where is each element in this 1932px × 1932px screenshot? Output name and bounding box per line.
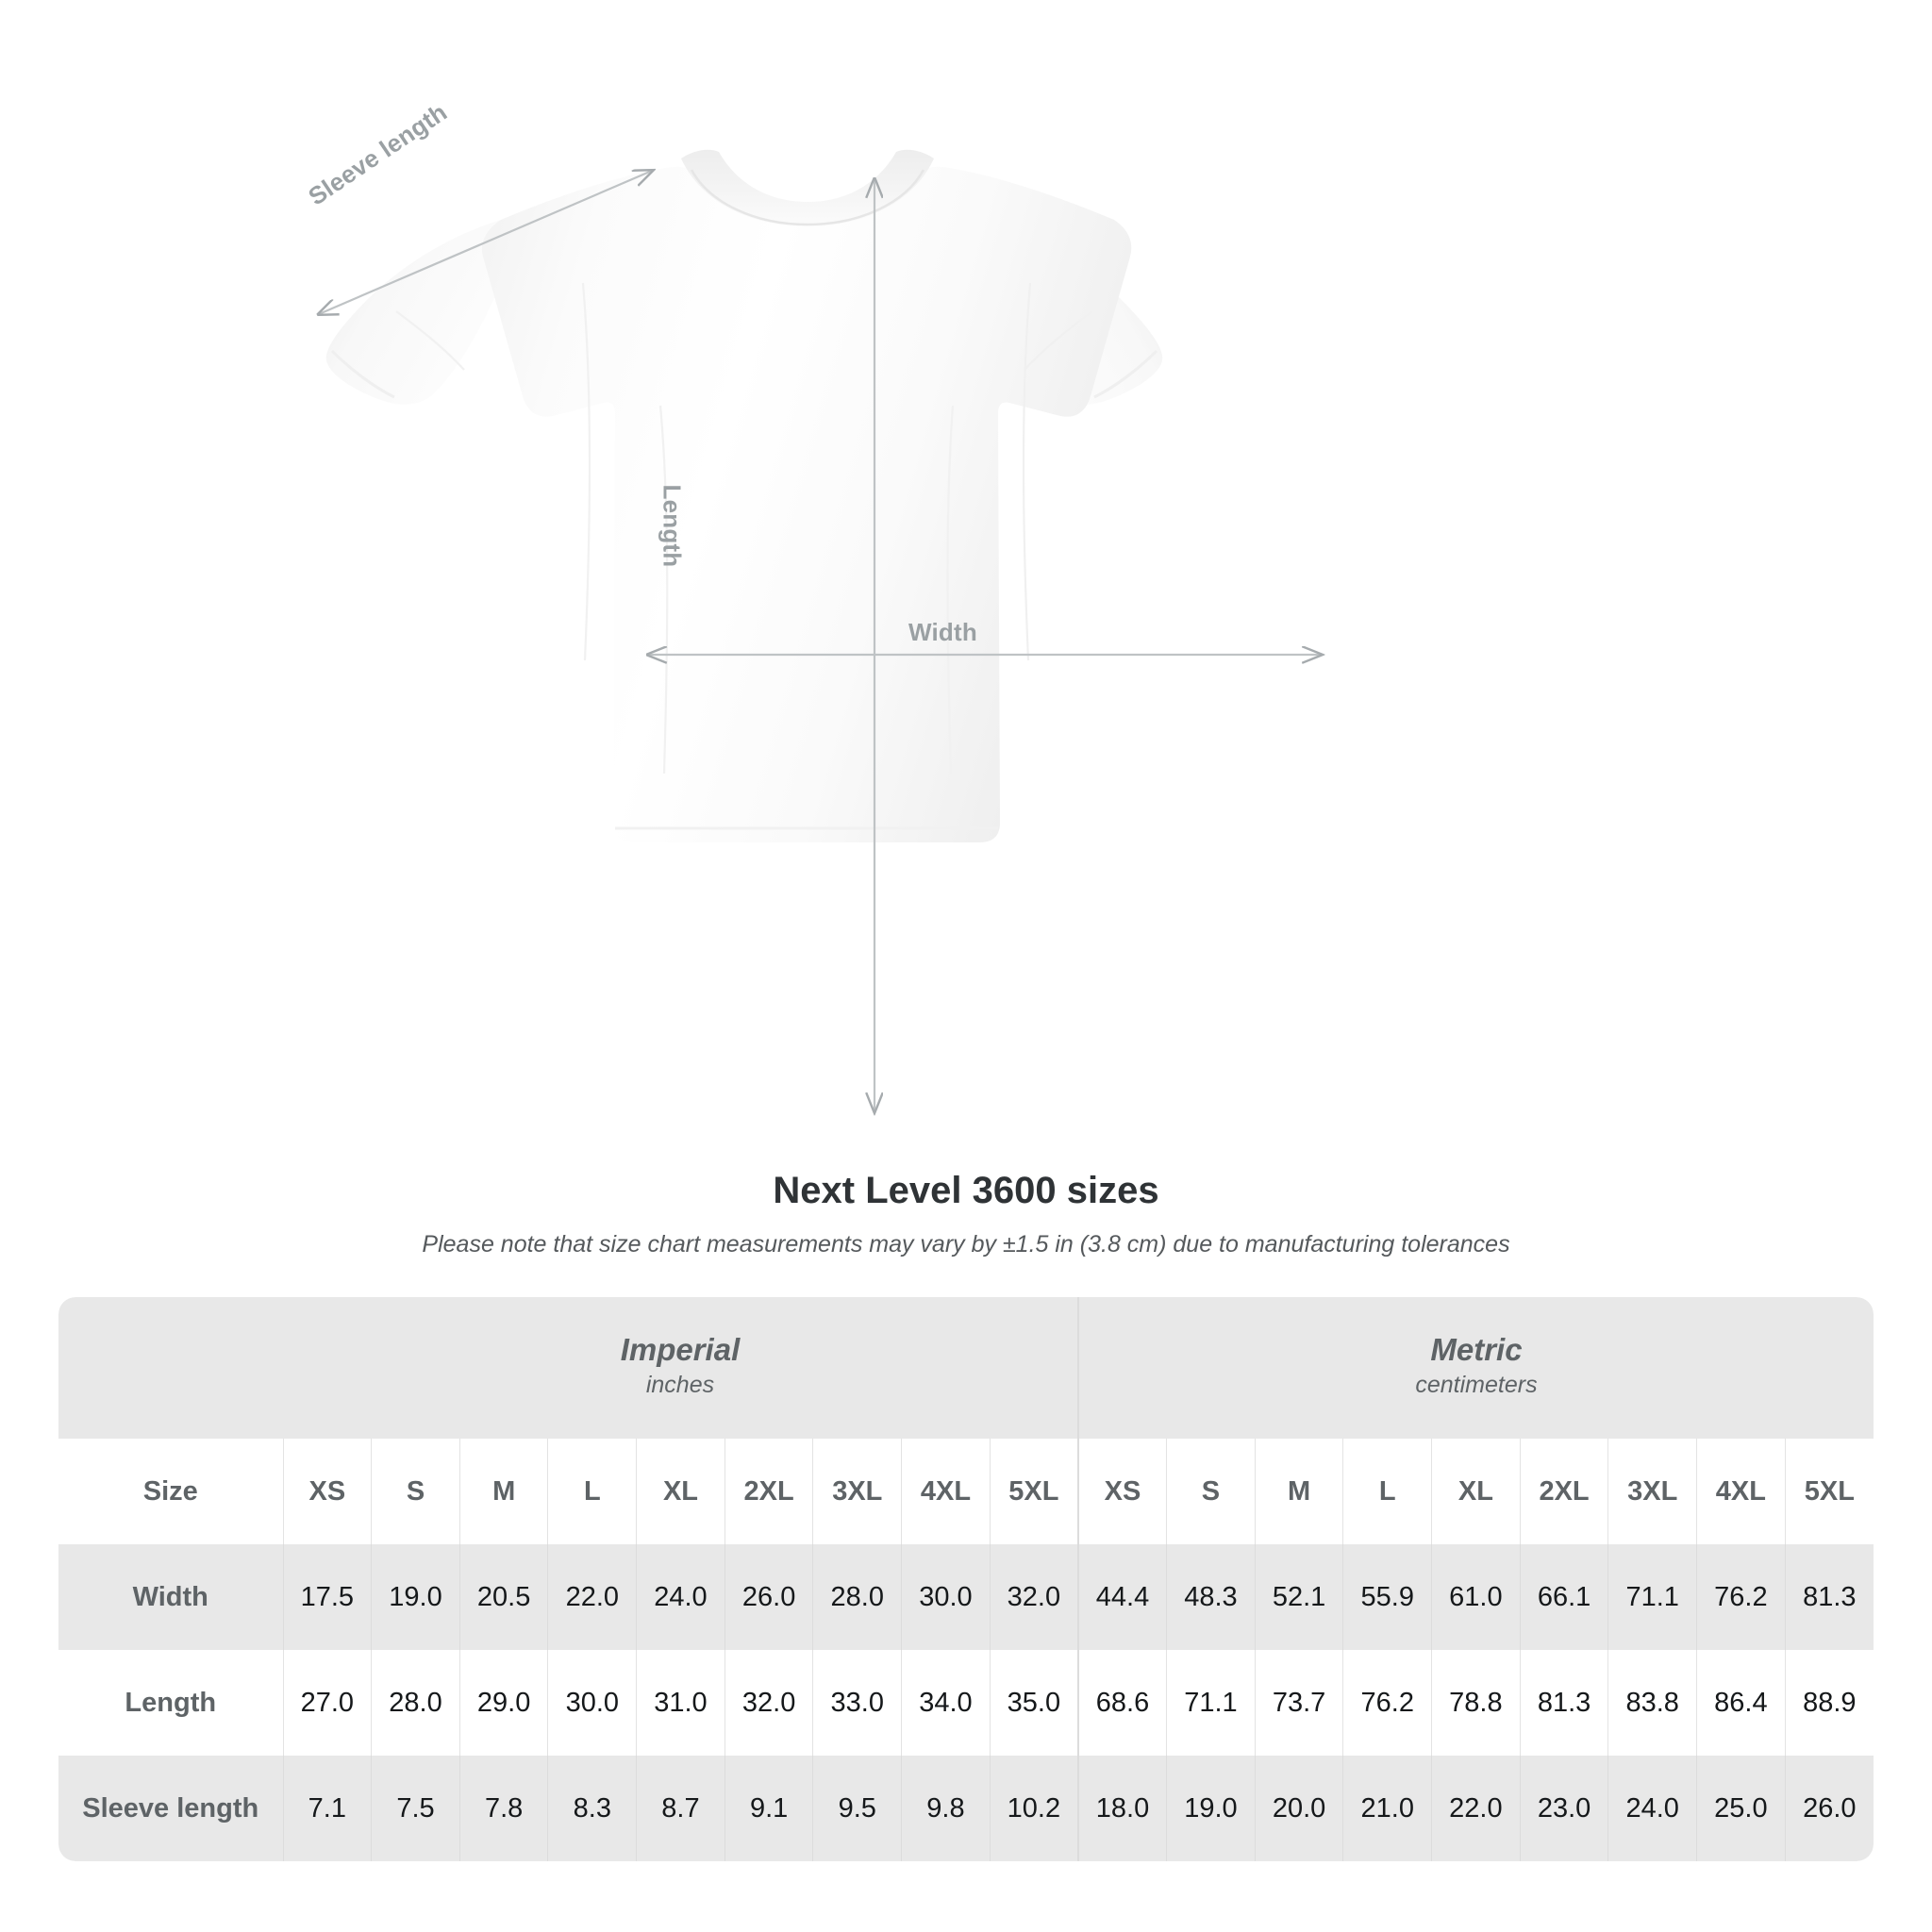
cell-width-metric-2xl: 66.1 bbox=[1520, 1544, 1609, 1650]
cell-length-metric-m: 73.7 bbox=[1255, 1650, 1344, 1756]
size-header-metric-xs: XS bbox=[1076, 1439, 1168, 1544]
cell-sleeve-length-metric-3xl: 24.0 bbox=[1607, 1756, 1698, 1861]
cell-sleeve-length-imperial-4xl: 9.8 bbox=[901, 1756, 991, 1861]
size-header-imperial-l: L bbox=[547, 1439, 638, 1544]
cell-width-metric-s: 48.3 bbox=[1166, 1544, 1256, 1650]
length-label: Length bbox=[658, 484, 687, 568]
cell-width-imperial-xs: 17.5 bbox=[283, 1544, 373, 1650]
cell-width-metric-4xl: 76.2 bbox=[1696, 1544, 1786, 1650]
cell-sleeve-length-imperial-2xl: 9.1 bbox=[724, 1756, 814, 1861]
cell-width-metric-3xl: 71.1 bbox=[1607, 1544, 1698, 1650]
cell-width-metric-m: 52.1 bbox=[1255, 1544, 1344, 1650]
cell-length-imperial-5xl: 35.0 bbox=[990, 1650, 1079, 1756]
cell-sleeve-length-imperial-5xl: 10.2 bbox=[990, 1756, 1079, 1861]
cell-length-metric-s: 71.1 bbox=[1166, 1650, 1256, 1756]
cell-width-imperial-m: 20.5 bbox=[459, 1544, 549, 1650]
cell-length-metric-2xl: 81.3 bbox=[1520, 1650, 1609, 1756]
cell-sleeve-length-metric-2xl: 23.0 bbox=[1520, 1756, 1609, 1861]
unit-band-corner bbox=[58, 1297, 284, 1439]
cell-sleeve-length-imperial-xl: 8.7 bbox=[636, 1756, 725, 1861]
size-header-imperial-2xl: 2XL bbox=[724, 1439, 814, 1544]
cell-length-imperial-xs: 27.0 bbox=[283, 1650, 373, 1756]
cell-sleeve-length-imperial-xs: 7.1 bbox=[283, 1756, 373, 1861]
width-label: Width bbox=[908, 618, 977, 646]
cell-length-imperial-s: 28.0 bbox=[371, 1650, 460, 1756]
cell-sleeve-length-metric-5xl: 26.0 bbox=[1785, 1756, 1874, 1861]
cell-sleeve-length-metric-m: 20.0 bbox=[1255, 1756, 1344, 1861]
size-header-row: Size XS S M L XL 2XL 3XL 4XL 5XL XS S M L XL 2XL 3XL 4XL 5… bbox=[58, 1439, 1874, 1544]
cell-width-imperial-xl: 24.0 bbox=[636, 1544, 725, 1650]
size-header-metric-5xl: 5XL bbox=[1785, 1439, 1874, 1544]
size-header-imperial-5xl: 5XL bbox=[990, 1439, 1079, 1544]
table-row: Width 17.5 19.0 20.5 22.0 24.0 26.0 28.0 30.0 32.… bbox=[58, 1544, 1874, 1650]
cell-length-imperial-xl: 31.0 bbox=[636, 1650, 725, 1756]
size-header-metric-l: L bbox=[1342, 1439, 1433, 1544]
cell-width-metric-5xl: 81.3 bbox=[1785, 1544, 1874, 1650]
cell-sleeve-length-imperial-3xl: 9.5 bbox=[812, 1756, 903, 1861]
size-header-metric-3xl: 3XL bbox=[1607, 1439, 1698, 1544]
cell-length-imperial-m: 29.0 bbox=[459, 1650, 549, 1756]
sleeve-length-arrow bbox=[319, 171, 652, 314]
cell-width-metric-l: 55.9 bbox=[1342, 1544, 1433, 1650]
table-row: Length 27.0 28.0 29.0 30.0 31.0 32.0 33.0 34.0 35… bbox=[58, 1650, 1874, 1756]
size-header-metric-xl: XL bbox=[1431, 1439, 1521, 1544]
size-header-metric-m: M bbox=[1255, 1439, 1344, 1544]
row-label-width: Width bbox=[58, 1544, 284, 1650]
cell-length-metric-3xl: 83.8 bbox=[1607, 1650, 1698, 1756]
size-header-imperial-xl: XL bbox=[636, 1439, 725, 1544]
tshirt-shape bbox=[325, 149, 1163, 842]
size-header-imperial-xs: XS bbox=[283, 1439, 373, 1544]
unit-group-imperial: Imperial inches bbox=[283, 1297, 1078, 1439]
size-header-imperial-4xl: 4XL bbox=[901, 1439, 991, 1544]
cell-length-imperial-2xl: 32.0 bbox=[724, 1650, 814, 1756]
tolerance-note: Please note that size chart measurements… bbox=[422, 1231, 1510, 1257]
cell-width-imperial-4xl: 30.0 bbox=[901, 1544, 991, 1650]
size-header-imperial-s: S bbox=[371, 1439, 460, 1544]
size-header-metric-4xl: 4XL bbox=[1696, 1439, 1786, 1544]
cell-sleeve-length-imperial-l: 8.3 bbox=[547, 1756, 638, 1861]
page-title: Next Level 3600 sizes bbox=[773, 1170, 1159, 1211]
cell-length-metric-5xl: 88.9 bbox=[1785, 1650, 1874, 1756]
cell-sleeve-length-metric-xl: 22.0 bbox=[1431, 1756, 1521, 1861]
cell-length-metric-xs: 68.6 bbox=[1076, 1650, 1168, 1756]
cell-width-imperial-2xl: 26.0 bbox=[724, 1544, 814, 1650]
cell-length-imperial-l: 30.0 bbox=[547, 1650, 638, 1756]
cell-sleeve-length-metric-s: 19.0 bbox=[1166, 1756, 1256, 1861]
cell-length-imperial-4xl: 34.0 bbox=[901, 1650, 991, 1756]
cell-sleeve-length-metric-l: 21.0 bbox=[1342, 1756, 1433, 1861]
cell-length-imperial-3xl: 33.0 bbox=[812, 1650, 903, 1756]
cell-width-imperial-s: 19.0 bbox=[371, 1544, 460, 1650]
cell-width-metric-xs: 44.4 bbox=[1076, 1544, 1168, 1650]
size-header-metric-2xl: 2XL bbox=[1520, 1439, 1609, 1544]
unit-band-row: Imperial inches Metric centimeters bbox=[58, 1297, 1874, 1439]
unit-group-name: Imperial bbox=[620, 1332, 741, 1368]
cell-width-metric-xl: 61.0 bbox=[1431, 1544, 1521, 1650]
cell-width-imperial-5xl: 32.0 bbox=[990, 1544, 1079, 1650]
size-table: Imperial inches Metric centimeters Size XS S M L… bbox=[58, 1297, 1874, 1861]
measurement-arrows bbox=[319, 171, 1321, 1111]
cell-width-imperial-l: 22.0 bbox=[547, 1544, 638, 1650]
size-header-imperial-m: M bbox=[459, 1439, 549, 1544]
row-label-sleeve-length: Sleeve length bbox=[58, 1756, 284, 1861]
size-header-label: Size bbox=[58, 1439, 284, 1544]
size-header-metric-s: S bbox=[1166, 1439, 1256, 1544]
unit-group-metric: Metric centimeters bbox=[1076, 1297, 1874, 1439]
unit-group-name: Metric bbox=[1430, 1332, 1523, 1368]
cell-width-imperial-3xl: 28.0 bbox=[812, 1544, 903, 1650]
cell-sleeve-length-metric-4xl: 25.0 bbox=[1696, 1756, 1786, 1861]
cell-length-metric-l: 76.2 bbox=[1342, 1650, 1433, 1756]
size-table-wrapper: Imperial inches Metric centimeters Size XS S M L… bbox=[58, 1297, 1874, 1861]
unit-group-unit: inches bbox=[645, 1372, 715, 1399]
tshirt-diagram: Sleeve length Length Width bbox=[303, 97, 1932, 1146]
cell-sleeve-length-imperial-m: 7.8 bbox=[459, 1756, 549, 1861]
table-row: Sleeve length 7.1 7.5 7.8 8.3 8.7 9.1 9.5 9.8 10.… bbox=[58, 1756, 1874, 1861]
cell-length-metric-xl: 78.8 bbox=[1431, 1650, 1521, 1756]
size-header-imperial-3xl: 3XL bbox=[812, 1439, 903, 1544]
cell-sleeve-length-imperial-s: 7.5 bbox=[371, 1756, 460, 1861]
unit-group-unit: centimeters bbox=[1415, 1372, 1538, 1399]
row-label-length: Length bbox=[58, 1650, 284, 1756]
cell-length-metric-4xl: 86.4 bbox=[1696, 1650, 1786, 1756]
cell-sleeve-length-metric-xs: 18.0 bbox=[1076, 1756, 1168, 1861]
